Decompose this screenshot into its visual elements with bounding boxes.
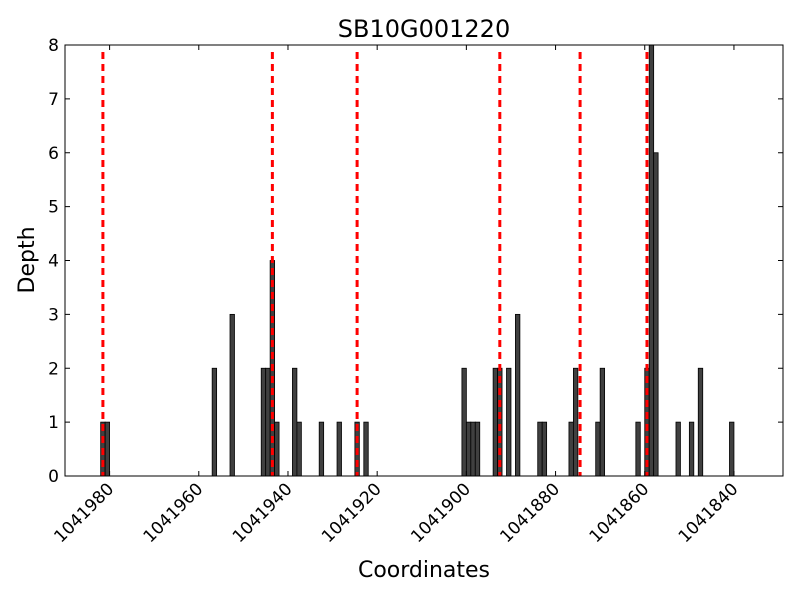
y-tick-label: 3 xyxy=(48,305,59,325)
y-tick-label: 0 xyxy=(48,467,59,487)
y-tick-label: 2 xyxy=(48,359,59,379)
depth-bar xyxy=(465,421,472,477)
depth-bar xyxy=(648,44,655,477)
depth-bar xyxy=(572,367,579,477)
depth-bar xyxy=(653,152,659,477)
depth-bar xyxy=(474,421,481,477)
depth-bar xyxy=(274,421,280,477)
depth-bar xyxy=(537,421,543,477)
depth-bar xyxy=(318,421,325,477)
depth-bar xyxy=(461,367,467,477)
y-tick-label: 7 xyxy=(48,90,59,110)
depth-bar xyxy=(260,367,267,477)
x-axis-label: Coordinates xyxy=(358,558,490,583)
depth-bar xyxy=(229,313,235,477)
depth-bar xyxy=(265,367,271,477)
depth-bar xyxy=(470,421,476,477)
depth-bar xyxy=(296,421,302,477)
depth-bar xyxy=(363,421,369,477)
depth-bar xyxy=(675,421,681,477)
markers-layer xyxy=(101,52,649,476)
depth-bar xyxy=(697,367,704,477)
y-tick-label: 1 xyxy=(48,413,59,433)
depth-bar xyxy=(688,421,695,477)
y-tick-label: 6 xyxy=(48,144,59,164)
depth-bar xyxy=(644,367,650,477)
y-tick-label: 8 xyxy=(48,36,59,56)
depth-bar xyxy=(497,367,503,477)
depth-bar xyxy=(515,313,521,477)
depth-bar xyxy=(492,367,498,477)
y-tick-label: 4 xyxy=(48,252,59,272)
depth-bar xyxy=(635,421,641,477)
y-tick-label: 5 xyxy=(48,198,59,218)
depth-bar xyxy=(211,367,218,477)
depth-bar xyxy=(599,367,606,477)
depth-bar xyxy=(541,421,548,477)
y-axis: 0 1 2 3 4 5 6 7 8 xyxy=(48,36,783,487)
depth-bar xyxy=(292,367,298,477)
depth-bar xyxy=(104,421,110,477)
y-axis-label: Depth xyxy=(15,226,40,293)
depth-bar xyxy=(568,421,574,477)
depth-bar xyxy=(595,421,601,477)
depth-bar xyxy=(336,421,342,477)
depth-bar xyxy=(729,421,735,477)
chart-title: SB10G001220 xyxy=(338,15,510,43)
depth-bar xyxy=(506,367,512,477)
